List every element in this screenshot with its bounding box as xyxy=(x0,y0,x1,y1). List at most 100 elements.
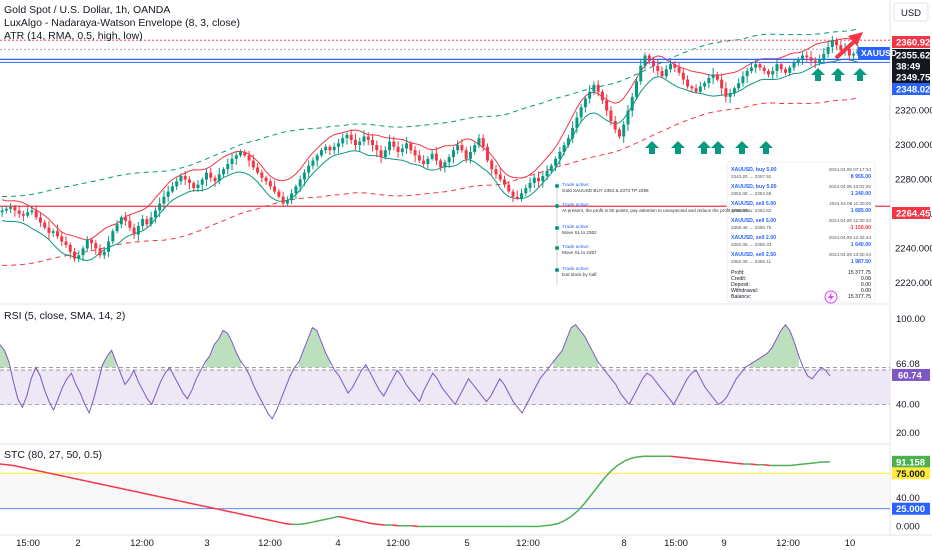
symbol-tag-badge xyxy=(858,47,890,59)
trade-summary-value: 15 377.75 xyxy=(848,294,871,300)
candle-body xyxy=(801,55,805,59)
trade-row-date: 2024.04.09 11:30:00 xyxy=(829,201,871,206)
stc-segment xyxy=(637,455,645,458)
trade-row-pnl: 1 240.00 xyxy=(851,191,871,197)
candle-body xyxy=(371,139,375,146)
price-tag-label: 2349.758 xyxy=(896,73,932,84)
candle-body xyxy=(503,179,506,185)
candle-body xyxy=(328,146,332,151)
stc-segment xyxy=(371,522,379,526)
candle-body xyxy=(273,186,277,192)
stc-legend: STC (80, 27, 50, 0.5) xyxy=(4,449,102,461)
candle-body xyxy=(256,167,260,173)
stc-segment xyxy=(33,468,40,472)
candle-body xyxy=(788,67,792,73)
candle-body xyxy=(81,248,85,256)
candle-body xyxy=(711,74,715,78)
candle-body xyxy=(558,151,562,159)
candle-body xyxy=(145,219,149,225)
time-tick-label: 2 xyxy=(75,538,80,549)
indicator-legend-nwe: LuxAlgo - Nadaraya-Watson Envelope (8, 3… xyxy=(4,17,240,29)
candle-body xyxy=(260,172,264,178)
rsi-tick-label: 66.08 xyxy=(896,359,920,370)
candle-body xyxy=(532,177,536,183)
stc-segment xyxy=(590,486,599,496)
stc-segment xyxy=(670,455,678,458)
rsi-tick-label: 40.00 xyxy=(896,399,920,410)
trade-row-pair: XAUUSD, buy 5.00 xyxy=(731,167,777,173)
stc-segment xyxy=(583,494,592,505)
stc-segment xyxy=(238,512,246,516)
buy-signal-arrow-icon xyxy=(811,68,825,81)
stc-segment xyxy=(139,491,147,495)
stc-segment xyxy=(265,518,273,522)
candle-body xyxy=(98,248,102,256)
currency-button-label: USD xyxy=(901,8,921,19)
candle-body xyxy=(796,58,800,63)
buy-signal-arrow-icon xyxy=(645,141,659,154)
stc-segment xyxy=(285,522,293,526)
stc-segment xyxy=(278,521,286,525)
stc-segment xyxy=(26,467,34,471)
candle-body xyxy=(60,236,64,242)
stc-segment xyxy=(550,522,558,526)
candle-body xyxy=(136,225,140,235)
stc-segment xyxy=(126,488,133,492)
trade-row-pnl: -1 150.00 xyxy=(849,225,871,231)
candle-body xyxy=(336,143,340,147)
candle-body xyxy=(47,227,51,233)
annotation-title: Trade active: xyxy=(562,182,590,188)
candle-body xyxy=(451,150,455,158)
stc-segment xyxy=(610,464,619,472)
candle-body xyxy=(681,72,685,80)
candle-body xyxy=(626,110,630,125)
time-tick-label: 5 xyxy=(464,538,469,549)
annotation-dot xyxy=(555,246,559,250)
candle-body xyxy=(809,57,813,61)
candle-body xyxy=(694,88,698,92)
time-tick-label: 9 xyxy=(721,538,726,549)
price-tag-badge xyxy=(892,71,930,83)
buy-signal-arrow-icon xyxy=(831,68,845,81)
trade-row-pnl: 1 685.00 xyxy=(851,208,871,214)
buy-signal-arrow-icon xyxy=(711,141,725,154)
candle-body xyxy=(115,224,119,232)
candle-body xyxy=(741,76,745,84)
candle-body xyxy=(549,165,553,171)
time-tick-label: 10 xyxy=(845,538,856,549)
candle-body xyxy=(520,193,524,199)
stc-segment xyxy=(218,508,226,512)
candle-body xyxy=(315,155,319,161)
candle-body xyxy=(85,239,89,249)
candle-body xyxy=(720,79,724,89)
stc-pane[interactable] xyxy=(0,455,890,528)
rsi-tick-label: 20.00 xyxy=(896,428,920,439)
rsi-pane[interactable] xyxy=(0,323,890,420)
stc-segment xyxy=(710,459,718,462)
stc-segment xyxy=(59,474,67,478)
candle-body xyxy=(749,67,753,72)
currency-button[interactable]: USD xyxy=(893,2,929,22)
stc-segment xyxy=(358,520,366,523)
candle-body xyxy=(485,146,489,161)
candle-body xyxy=(439,160,443,168)
candle-body xyxy=(73,251,76,259)
candle-body xyxy=(498,174,502,180)
stc-line xyxy=(0,455,830,528)
stc-segment xyxy=(66,476,74,479)
candle-body xyxy=(307,165,311,173)
candle-body xyxy=(686,79,690,87)
candle-body xyxy=(766,71,770,75)
candle-body xyxy=(426,158,430,164)
candle-body xyxy=(630,96,634,111)
candle-body xyxy=(34,210,38,218)
candle-body xyxy=(818,58,822,63)
stc-segment xyxy=(225,510,233,514)
candle-body xyxy=(852,53,856,56)
stc-segment xyxy=(351,518,359,522)
candle-body xyxy=(64,241,68,245)
candle-body xyxy=(617,129,621,137)
candle-body xyxy=(762,67,766,72)
candle-body xyxy=(38,217,42,223)
